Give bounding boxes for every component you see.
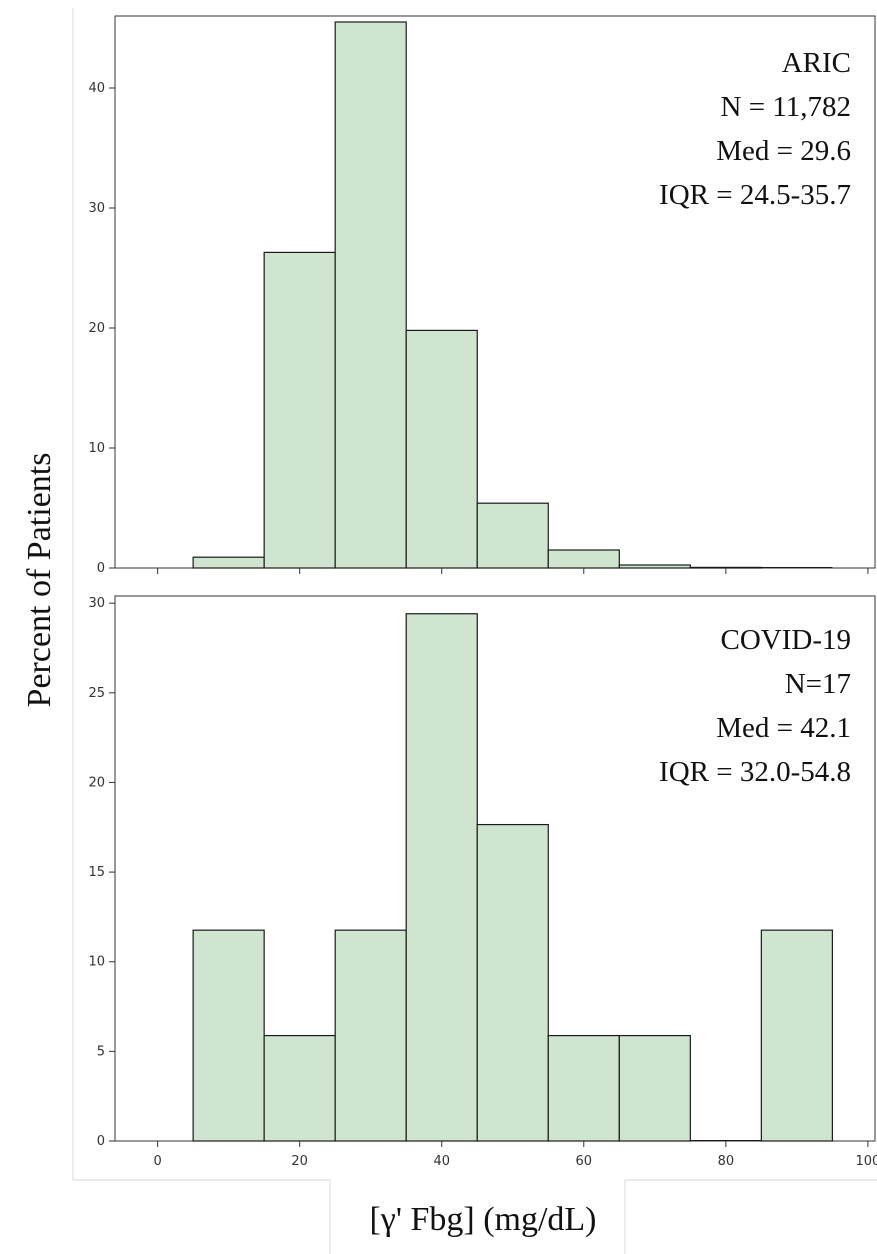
x-tick-label: 80 <box>718 1154 735 1169</box>
y-tick-label: 0 <box>97 561 105 576</box>
bottom-panel-covid: 0 5 10 15 20 25 30 0 20 40 60 80 100 COVID-19 N=17 Med … <box>88 595 877 1169</box>
panel-annotation: ARIC <box>782 47 851 79</box>
histogram-bar <box>618 1034 691 1142</box>
y-tick-label: 10 <box>88 955 105 970</box>
histogram-bar <box>689 566 762 569</box>
panel-annotation: COVID-19 <box>721 624 852 656</box>
panel-annotation: N = 11,782 <box>721 91 851 123</box>
y-tick-label: 0 <box>97 1134 105 1149</box>
x-tick-label: 0 <box>153 1154 161 1169</box>
top-panel-aric: 0 10 20 30 40 ARIC N = 11,782 Med = 29.6 IQR = 2… <box>88 15 876 576</box>
histogram-bar <box>405 613 478 1142</box>
panel-annotation: IQR = 24.5-35.7 <box>659 179 851 211</box>
y-tick-label: 30 <box>88 201 105 216</box>
histogram-bar <box>476 823 549 1142</box>
y-tick-label: 20 <box>88 775 105 790</box>
histogram-bar <box>547 1034 620 1142</box>
y-tick-label: 20 <box>88 321 105 336</box>
histogram-bar <box>334 929 407 1142</box>
x-tick-label: 20 <box>291 1154 308 1169</box>
y-tick-label: 40 <box>88 81 105 96</box>
histogram-bar <box>405 329 478 569</box>
y-tick-label: 5 <box>97 1044 105 1059</box>
x-tick-label: 40 <box>433 1154 450 1169</box>
y-tick-label: 30 <box>88 596 105 611</box>
histogram-bar <box>263 251 336 569</box>
panel-annotation: N=17 <box>785 668 851 700</box>
histogram-bar <box>263 1034 336 1142</box>
y-tick-label: 10 <box>88 441 105 456</box>
panel-annotation: IQR = 32.0-54.8 <box>659 756 851 788</box>
y-tick-label: 25 <box>88 686 105 701</box>
panel-annotation: Med = 29.6 <box>716 135 851 167</box>
histogram-bar <box>760 929 833 1142</box>
histogram-bar <box>476 502 549 569</box>
y-axis-title: Percent of Patients <box>21 453 58 708</box>
histogram-bar <box>192 929 265 1142</box>
histogram-bar <box>618 564 691 569</box>
y-tick-label: 15 <box>88 865 105 880</box>
panel-annotation: Med = 42.1 <box>716 712 851 744</box>
x-tick-label: 60 <box>576 1154 593 1169</box>
x-axis-title: [γ' Fbg] (mg/dL) <box>369 1201 596 1238</box>
histogram-bar <box>334 21 407 569</box>
x-tick-label: 100 <box>855 1154 877 1169</box>
histogram-bar <box>192 556 265 569</box>
histogram-bar <box>547 549 620 569</box>
